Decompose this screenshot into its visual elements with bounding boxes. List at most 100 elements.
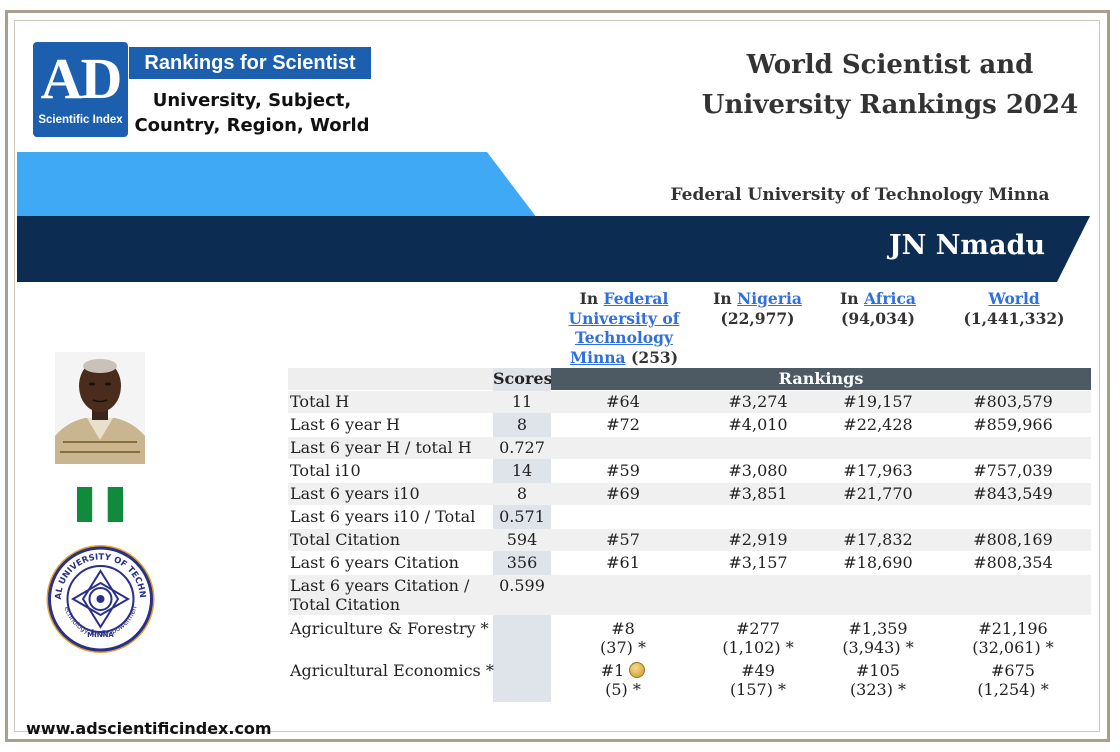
- page-title-line1: World Scientist and: [746, 50, 1034, 80]
- page-title: World Scientist and University Rankings …: [700, 45, 1080, 125]
- rank-world: #21,196 (32,061) *: [938, 619, 1088, 657]
- rank-university: #72: [606, 415, 640, 434]
- rank-university: #69: [606, 484, 640, 503]
- rank-subject-count: (1,102) *: [722, 638, 794, 657]
- rank-world: #859,966: [973, 415, 1053, 434]
- rank-subject-count: (32,061) *: [972, 638, 1054, 657]
- rank-value: #675: [991, 661, 1035, 680]
- light-blue-band: [17, 152, 537, 218]
- rank-value: #1: [600, 661, 625, 680]
- column-header-university: In Federal University of Technology Minn…: [558, 289, 690, 367]
- rank-world: #757,039: [973, 461, 1053, 480]
- table-row: Last 6 year H 8 #72 #4,010 #22,428 #859,…: [288, 414, 1091, 436]
- row-label-line1: Last 6 years Citation /: [290, 576, 470, 595]
- rank-region: #21,770: [843, 484, 913, 503]
- column-prefix: In: [713, 289, 738, 308]
- row-score: 14: [511, 461, 533, 480]
- table-row: Agricultural Economics * #1 (5) * #49 (1…: [288, 659, 1091, 701]
- scientist-portrait: [55, 352, 145, 464]
- page-title-line2: University Rankings 2024: [701, 90, 1079, 120]
- row-score: 11: [511, 392, 533, 411]
- region-link[interactable]: Africa: [863, 289, 916, 308]
- row-label: Total H: [290, 392, 350, 411]
- logo-banner: Rankings for Scientist: [129, 47, 371, 79]
- table-row: Last 6 years i10 8 #69 #3,851 #21,770 #8…: [288, 483, 1091, 505]
- logo-box: AD Scientific Index: [33, 42, 128, 137]
- seal-text-bottom: MINNA: [87, 631, 114, 639]
- rank-subject-count: (323) *: [849, 680, 907, 699]
- rank-country: #277 (1,102) *: [688, 619, 828, 657]
- table-row: Last 6 years Citation 356 #61 #3,157 #18…: [288, 552, 1091, 574]
- logo-letters: AD: [40, 46, 123, 111]
- rank-value: #1,359: [848, 619, 908, 638]
- rank-subject-count: (37) *: [600, 638, 646, 657]
- website-link[interactable]: www.adscientificindex.com: [26, 719, 272, 738]
- row-label: Total i10: [290, 461, 361, 480]
- rank-university: #1 (5) *: [553, 661, 693, 699]
- rank-university: #64: [606, 392, 640, 411]
- row-score: 594: [506, 530, 538, 549]
- row-label: Agricultural Economics *: [290, 661, 494, 680]
- rank-university: #8 (37) *: [553, 619, 693, 657]
- table-row: Last 6 years Citation / Total Citation 0…: [288, 575, 1091, 615]
- rank-value: #49: [741, 661, 775, 680]
- table-row: Total H 11 #64 #3,274 #19,157 #803,579: [288, 391, 1091, 413]
- row-label: Last 6 year H / total H: [290, 438, 472, 457]
- rank-country: #4,010: [728, 415, 788, 434]
- column-header-world: World (1,441,332): [950, 289, 1078, 328]
- rank-region: #18,690: [843, 553, 913, 572]
- row-label: Last 6 years Citation: [290, 553, 459, 572]
- column-header-country: In Nigeria (22,977): [705, 289, 810, 328]
- rank-world: #803,579: [973, 392, 1053, 411]
- row-score: 8: [516, 415, 528, 434]
- rank-university: #59: [606, 461, 640, 480]
- row-label-line2: Total Citation: [290, 595, 401, 614]
- rank-country: #49 (157) *: [688, 661, 828, 699]
- rank-country: #3,851: [728, 484, 788, 503]
- row-score: 0.599: [499, 576, 545, 595]
- inner-frame: [14, 20, 1100, 732]
- nigeria-flag-icon: [77, 487, 123, 522]
- country-link[interactable]: Nigeria: [737, 289, 802, 308]
- row-score: 0.727: [499, 438, 545, 457]
- rank-region: #17,963: [843, 461, 913, 480]
- table-row: Total Citation 594 #57 #2,919 #17,832 #8…: [288, 529, 1091, 551]
- rank-world: #675 (1,254) *: [938, 661, 1088, 699]
- gold-medal-icon: [629, 662, 646, 678]
- rank-region: #105 (323) *: [808, 661, 948, 699]
- rank-country: #3,080: [728, 461, 788, 480]
- rank-value: #277: [736, 619, 780, 638]
- row-label: Last 6 year H: [290, 415, 400, 434]
- world-link[interactable]: World: [988, 289, 1040, 308]
- rank-region: #19,157: [843, 392, 913, 411]
- column-prefix: In: [579, 289, 604, 308]
- rank-region: #17,832: [843, 530, 913, 549]
- rank-region: #22,428: [843, 415, 913, 434]
- rank-university: #61: [606, 553, 640, 572]
- university-seal: FEDERAL UNIVERSITY OF TECHNOLOGY Technol…: [43, 543, 155, 653]
- row-score: 356: [506, 553, 538, 572]
- column-header-region: In Africa (94,034): [828, 289, 928, 328]
- rankings-header: Rankings: [551, 368, 1091, 390]
- rank-value: #8: [611, 619, 635, 638]
- outer-frame: [5, 10, 1110, 742]
- logo-tagline-line1: University, Subject,: [152, 90, 352, 111]
- scientist-name: JN Nmadu: [888, 230, 1045, 261]
- rank-world: #808,169: [973, 530, 1053, 549]
- university-link[interactable]: Federal University of Technology Minna: [568, 289, 680, 367]
- row-score: 8: [516, 484, 528, 503]
- rank-world: #843,549: [973, 484, 1053, 503]
- column-prefix: In: [840, 289, 864, 308]
- rank-value: #105: [856, 661, 900, 680]
- row-label: Last 6 years i10: [290, 484, 420, 503]
- logo-subtitle: Scientific Index: [38, 114, 123, 126]
- table-header-strip: [288, 368, 493, 390]
- column-count: (253): [631, 347, 679, 367]
- row-label: Last 6 years Citation / Total Citation: [290, 576, 500, 614]
- rank-subject-count: (5) *: [605, 680, 641, 699]
- dark-navy-band: [17, 216, 1090, 282]
- logo-tagline-line2: Country, Region, World: [134, 115, 370, 136]
- table-row: Last 6 years i10 / Total i10 0.571: [288, 506, 1091, 545]
- column-count: (94,034): [841, 308, 915, 328]
- rank-value: #21,196: [978, 619, 1048, 638]
